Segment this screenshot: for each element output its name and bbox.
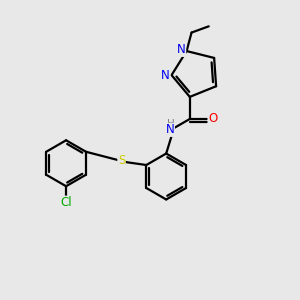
Text: H: H [167,119,174,129]
Text: N: N [161,69,170,82]
Text: Cl: Cl [60,196,72,209]
Text: S: S [118,154,125,167]
Text: N: N [166,123,174,136]
Text: O: O [208,112,218,125]
Text: N: N [177,44,186,56]
